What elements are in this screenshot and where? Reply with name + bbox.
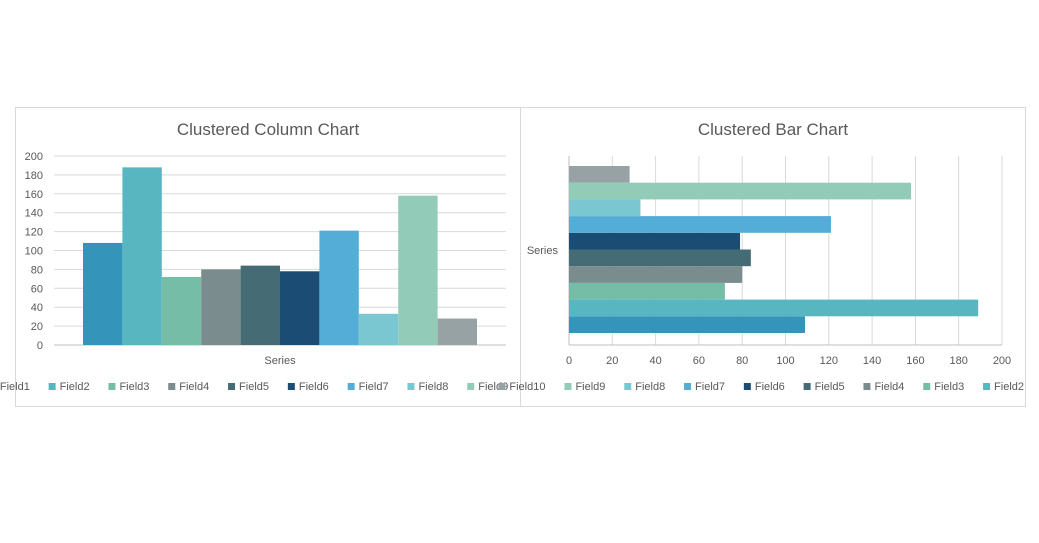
legend-label: Field2 <box>60 381 90 393</box>
x-tick-label: 120 <box>820 355 838 367</box>
x-tick-label: 160 <box>906 355 924 367</box>
legend-label: Field4 <box>179 381 209 393</box>
bar-field6 <box>569 232 741 250</box>
legend-swatch <box>803 383 811 390</box>
column-bar-field5 <box>240 265 280 345</box>
y-tick-label: 80 <box>31 264 43 276</box>
x-tick-label: 80 <box>736 355 748 367</box>
legend-label: Field1 <box>0 381 30 393</box>
y-tick-label: 140 <box>25 208 43 220</box>
bar-field1 <box>569 316 805 333</box>
y-tick-label: 100 <box>25 246 43 258</box>
column-bar-field10 <box>437 318 477 345</box>
y-category-label: Series <box>527 245 559 257</box>
legend-label: Field4 <box>874 381 904 393</box>
column-bar-field8 <box>358 313 399 345</box>
clustered-column-chart-panel: Clustered Column Chart 0 20 40 60 80 100 120 14… <box>0 107 574 407</box>
column-bar-field4 <box>201 269 241 345</box>
y-tick-label: 0 <box>37 340 43 352</box>
x-tick-label: 40 <box>649 355 661 367</box>
legend-swatch <box>624 383 632 390</box>
column-bar-field2 <box>122 167 162 345</box>
legend-swatch <box>923 383 931 390</box>
legend-label: Field7 <box>359 381 389 393</box>
column-bar-field1 <box>83 242 123 345</box>
clustered-bar-chart-panel: Clustered Bar Chart 0 20 40 60 80 100 120 140 16… <box>498 107 1026 407</box>
legend-label: Field6 <box>755 381 785 393</box>
legend-label: Field5 <box>815 381 845 393</box>
legend-swatch <box>168 383 176 390</box>
x-tick-label: 140 <box>863 355 881 367</box>
legend-swatch <box>287 383 295 390</box>
x-tick-label: 20 <box>606 355 618 367</box>
legend-swatch <box>467 383 475 390</box>
legend-label: Field3 <box>934 381 964 393</box>
legend-swatch <box>863 383 871 390</box>
x-category-label: Series <box>264 355 296 367</box>
y-tick-label: 160 <box>25 189 43 201</box>
legend-swatch <box>48 383 56 390</box>
legend-swatch <box>498 383 506 390</box>
bar-field4 <box>569 266 743 283</box>
legend-swatch <box>564 383 572 390</box>
bar-chart-plot: 0 20 40 60 80 100 120 140 160 180 200 Series Field10… <box>498 156 1024 393</box>
y-tick-label: 20 <box>31 321 43 333</box>
chart-title: Clustered Bar Chart <box>697 120 849 139</box>
legend-label: Field9 <box>575 381 605 393</box>
bar-field2 <box>569 299 979 317</box>
x-tick-label: 200 <box>993 355 1011 367</box>
legend-swatch <box>743 383 751 390</box>
legend-swatch <box>228 383 236 390</box>
column-bar-field6 <box>280 271 320 345</box>
legend-swatch <box>684 383 692 390</box>
column-bar-field3 <box>161 276 202 345</box>
y-tick-label: 180 <box>25 170 43 182</box>
bar-field9 <box>569 182 912 200</box>
x-tick-label: 60 <box>693 355 705 367</box>
x-tick-label: 100 <box>776 355 794 367</box>
bar-field10 <box>569 166 630 183</box>
chart-title: Clustered Column Chart <box>176 120 360 139</box>
column-bar-field9 <box>398 195 438 345</box>
legend-swatch <box>347 383 355 390</box>
legend-label: Field3 <box>119 381 149 393</box>
legend-label: Field8 <box>635 381 665 393</box>
legend-label: Field5 <box>239 381 269 393</box>
legend-swatch <box>407 383 415 390</box>
bar-field3 <box>569 282 725 300</box>
y-tick-label: 60 <box>31 283 43 295</box>
y-tick-label: 40 <box>31 302 43 314</box>
bar-field7 <box>569 216 831 233</box>
legend-label: Field8 <box>418 381 448 393</box>
legend-swatch <box>108 383 116 390</box>
y-tick-label: 120 <box>25 227 43 239</box>
bar-field8 <box>569 199 641 217</box>
legend-swatch <box>983 383 991 390</box>
legend-label: Field2 <box>994 381 1024 393</box>
column-chart-plot: 0 20 40 60 80 100 120 140 160 180 200 Series Field1 F… <box>0 151 574 393</box>
legend-label: Field6 <box>299 381 329 393</box>
bar-field5 <box>569 249 751 267</box>
legend-label: Field7 <box>695 381 725 393</box>
column-bar-field7 <box>319 230 359 345</box>
x-tick-label: 180 <box>950 355 968 367</box>
legend-label: Field10 <box>509 381 545 393</box>
x-tick-label: 0 <box>566 355 572 367</box>
y-tick-label: 200 <box>25 151 43 163</box>
